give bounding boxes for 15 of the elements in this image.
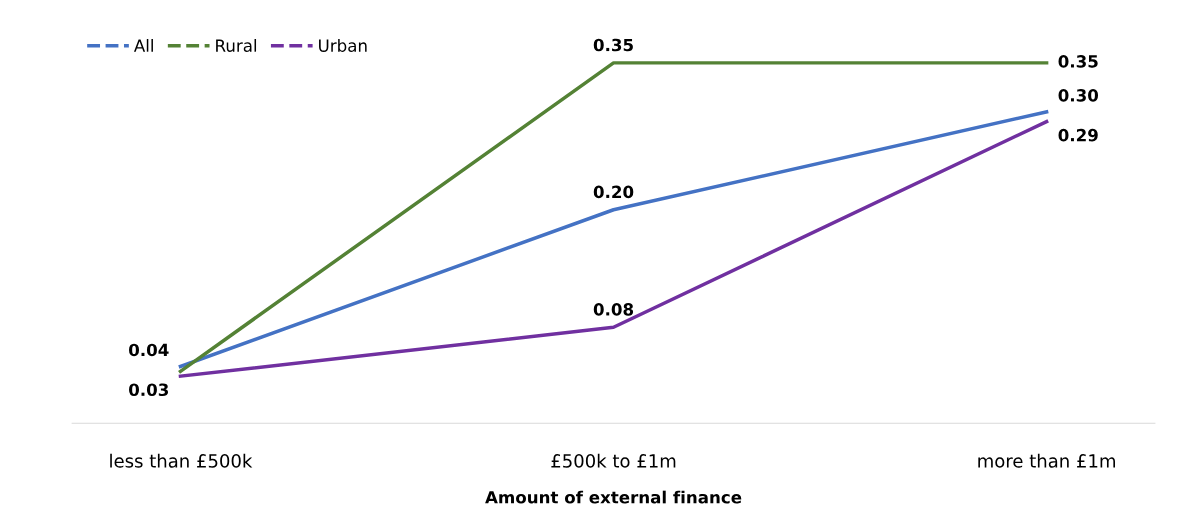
x-tick-label: more than £1m: [978, 453, 1115, 468]
data-label: 0.03: [129, 383, 169, 397]
x-tick-label: less than £500k: [110, 453, 253, 468]
data-label: 0.35: [1058, 55, 1098, 68]
legend-label: Urban: [319, 39, 367, 52]
data-label: 0.35: [593, 38, 633, 52]
data-label: 0.08: [593, 303, 634, 316]
legend-label: All: [133, 39, 153, 52]
data-label: 0.20: [593, 185, 634, 199]
data-label: 0.04: [129, 343, 169, 357]
legend-label: Rural: [216, 39, 257, 52]
x-tick-label: £500k to £1m: [551, 453, 676, 468]
x-axis-title: Amount of external finance: [485, 490, 742, 504]
data-label: 0.30: [1058, 89, 1099, 102]
data-label: 0.29: [1058, 128, 1098, 142]
